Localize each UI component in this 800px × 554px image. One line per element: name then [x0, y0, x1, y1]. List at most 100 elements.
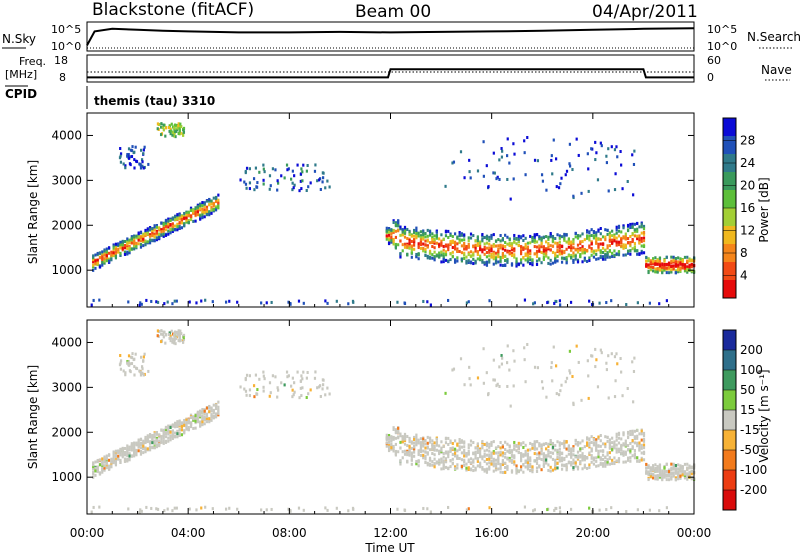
colorbar-tick-label: 100 — [740, 363, 763, 377]
velocity-cell — [597, 455, 600, 459]
velocity-cell — [105, 461, 108, 465]
velocity-cell — [135, 441, 138, 445]
power-cell — [510, 254, 514, 258]
power-cell — [406, 244, 409, 248]
velocity-cell — [101, 465, 104, 469]
power-cell — [465, 255, 468, 259]
power-cell — [483, 252, 486, 256]
velocity-cell — [103, 466, 106, 470]
power-cell — [681, 264, 684, 268]
velocity-cell — [551, 445, 555, 449]
velocity-cell — [390, 446, 393, 450]
power-cell — [112, 251, 115, 255]
velocity-cell — [592, 438, 596, 442]
power-cell — [153, 239, 156, 243]
power-cell — [631, 225, 634, 229]
velocity-cell — [515, 467, 518, 471]
power-cell — [576, 236, 580, 240]
velocity-cell — [201, 420, 204, 424]
power-cell — [194, 207, 197, 211]
power-cell — [492, 250, 495, 254]
velocity-cell — [499, 440, 502, 444]
power-cell — [579, 242, 582, 246]
power-cell — [508, 251, 511, 255]
velocity-cell — [538, 456, 541, 460]
colorbar-tick-label: -200 — [740, 483, 767, 497]
power-cell — [563, 232, 566, 236]
velocity-cell — [205, 414, 209, 418]
velocity-cell — [506, 361, 509, 365]
power-cell — [638, 241, 641, 245]
power-cell — [403, 245, 407, 249]
power-cell — [492, 243, 495, 247]
velocity-cell — [640, 429, 643, 433]
velocity-cell — [496, 382, 499, 386]
power-cell — [121, 246, 124, 250]
power-cell — [485, 250, 489, 254]
velocity-cell — [547, 454, 550, 458]
velocity-cell — [271, 374, 275, 378]
power-cell — [636, 227, 639, 231]
velocity-cell — [576, 465, 580, 469]
power-cell — [553, 301, 556, 305]
velocity-cell — [139, 508, 142, 512]
power-cell — [523, 139, 526, 143]
power-cell — [588, 234, 591, 238]
velocity-cell — [146, 434, 149, 438]
velocity-cell — [123, 459, 127, 463]
velocity-cell — [287, 507, 290, 511]
velocity-cell — [401, 435, 404, 439]
velocity-cell — [479, 465, 482, 469]
velocity-cell — [617, 432, 621, 436]
power-cell — [268, 174, 272, 178]
velocity-cell — [161, 333, 164, 337]
velocity-cell — [670, 477, 673, 481]
velocity-cell — [408, 449, 411, 453]
colorbar-tick-label: 15 — [740, 403, 755, 417]
velocity-scatter — [90, 329, 696, 514]
power-cell — [151, 227, 154, 231]
power-cell — [142, 244, 145, 248]
power-cell — [401, 249, 404, 253]
power-cell — [620, 238, 623, 242]
velocity-cell — [488, 457, 491, 461]
power-cell — [155, 236, 158, 240]
velocity-cell — [654, 469, 657, 473]
power-cell — [171, 133, 174, 137]
velocity-cell — [210, 409, 213, 413]
colorbar-swatch — [723, 226, 736, 245]
velocity-cell — [556, 461, 559, 465]
power-cell — [431, 256, 434, 260]
power-cell — [173, 131, 176, 135]
power-cell — [107, 251, 111, 255]
power-cell — [92, 263, 95, 267]
velocity-cell — [426, 445, 429, 449]
velocity-cell — [604, 435, 607, 439]
power-cell — [433, 241, 436, 245]
velocity-cell — [597, 435, 600, 439]
colorbar-swatch — [723, 208, 736, 227]
power-cell — [164, 134, 167, 138]
power-cell — [171, 302, 174, 306]
power-cell — [677, 265, 680, 269]
power-cell — [135, 234, 138, 238]
power-cell — [587, 167, 590, 171]
velocity-cell — [529, 469, 532, 473]
power-cell — [433, 258, 436, 262]
velocity-cell — [182, 337, 186, 341]
velocity-cell — [519, 456, 523, 460]
power-cell — [538, 249, 541, 253]
velocity-cell — [495, 384, 498, 388]
velocity-cell — [590, 435, 593, 439]
power-cell — [352, 300, 355, 304]
velocity-cell — [465, 462, 468, 466]
power-cell — [144, 241, 147, 245]
power-cell — [92, 265, 95, 269]
velocity-cell — [626, 386, 629, 390]
power-cell — [210, 199, 213, 203]
power-cell — [583, 247, 586, 251]
power-cell — [652, 259, 655, 263]
power-cell — [413, 230, 416, 234]
velocity-cell — [621, 394, 624, 398]
power-cell — [626, 223, 630, 227]
